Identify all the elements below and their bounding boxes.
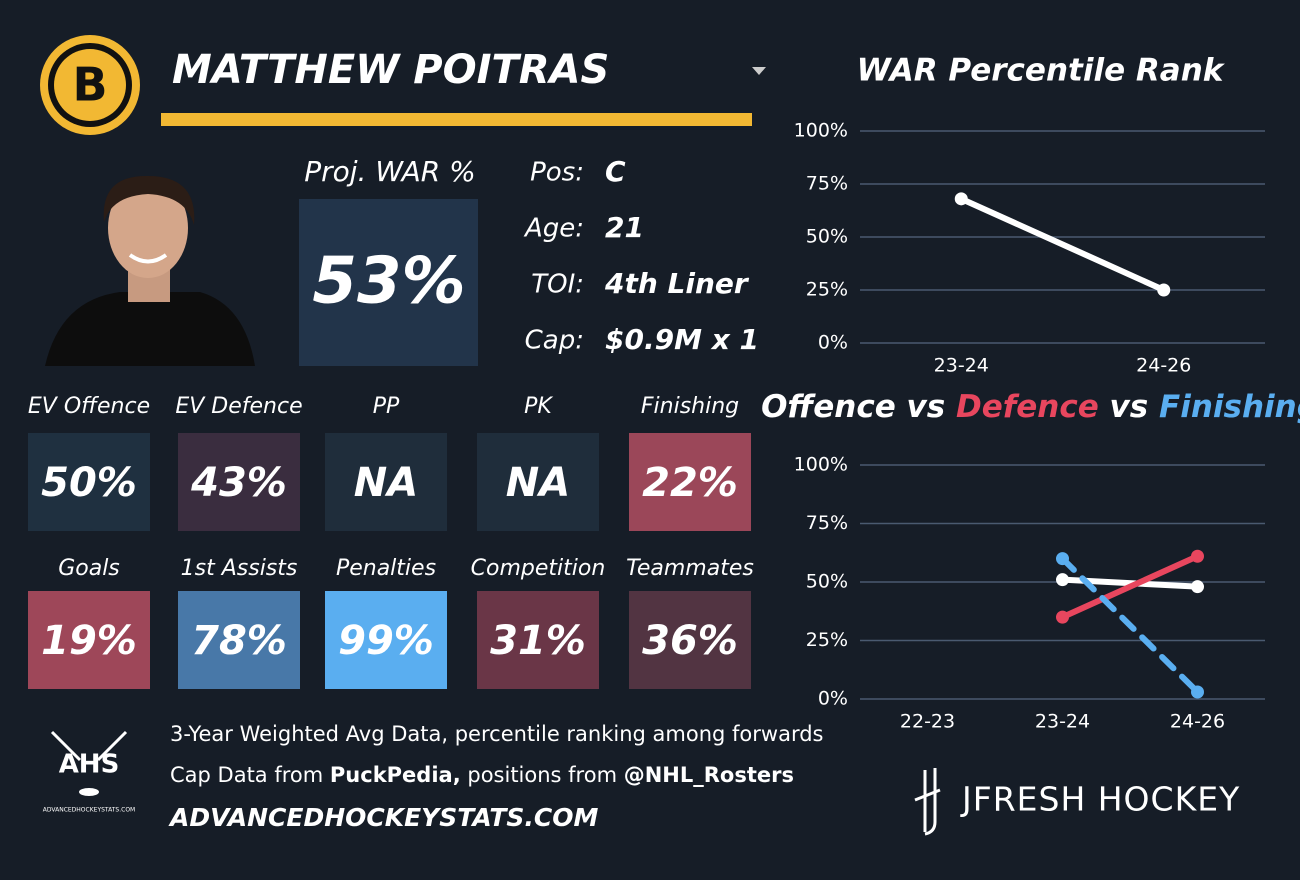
- info-value: $0.9M x 1: [605, 323, 759, 356]
- tile-value: 50%: [41, 460, 137, 506]
- x-tick-label: 24-26: [1170, 711, 1225, 733]
- legend-entry: Offence: [761, 389, 896, 425]
- tile: [178, 433, 300, 531]
- tile-label: EV Offence: [28, 394, 150, 419]
- y-tick-label: 50%: [806, 571, 848, 593]
- projection-value: 53%: [312, 245, 465, 319]
- tile-label: Penalties: [336, 556, 436, 581]
- footer-sources: Cap Data from PuckPedia, positions from …: [170, 763, 794, 787]
- tile-value: 22%: [642, 460, 738, 506]
- tile: [325, 591, 447, 689]
- tile: [629, 433, 751, 531]
- y-tick-label: 25%: [806, 629, 848, 651]
- tile-value: NA: [354, 460, 418, 506]
- ahs-logo-caption: ADVANCEDHOCKEYSTATS.COM: [43, 807, 135, 814]
- footer-site: ADVANCEDHOCKEYSTATS.COM: [168, 803, 599, 832]
- point: [1191, 685, 1204, 699]
- tile-label: Goals: [58, 556, 120, 581]
- tile-label: Finishing: [641, 394, 739, 419]
- y-tick-label: 0%: [818, 332, 848, 354]
- tile-value: 36%: [642, 618, 738, 664]
- point: [1056, 552, 1069, 566]
- legend-separator: [945, 389, 956, 425]
- player-photo: [45, 175, 255, 366]
- projection-label: Proj. WAR %: [304, 155, 476, 188]
- team-logo-letter: B: [72, 58, 107, 112]
- tile: [477, 433, 599, 531]
- info-value: 4th Liner: [604, 267, 750, 300]
- legend-entry: Finishing: [1159, 389, 1300, 425]
- chart-legend-title: Offence vs Defence vs Finishing: [761, 389, 1300, 425]
- legend-separator: vs: [907, 389, 946, 425]
- legend-separator: [896, 389, 907, 425]
- tile-label: PK: [524, 394, 553, 419]
- tile-value: 43%: [190, 460, 287, 506]
- legend-separator: vs: [1110, 389, 1149, 425]
- point: [1056, 573, 1069, 587]
- info-value: 21: [605, 211, 644, 244]
- tile-value: 78%: [191, 618, 287, 664]
- tile-value: NA: [506, 460, 570, 506]
- tile-label: Competition: [471, 556, 606, 581]
- ahs-logo: AHS ADVANCEDHOCKEYSTATS.COM: [43, 730, 135, 814]
- info-label: Cap:: [525, 326, 584, 356]
- source-part: positions from: [461, 763, 624, 787]
- team-logo-inner: [54, 49, 126, 121]
- tile-label: 1st Assists: [181, 556, 298, 581]
- info-label: Pos:: [530, 158, 584, 188]
- info-label: Age:: [523, 214, 584, 244]
- tile-value: 31%: [490, 618, 586, 664]
- y-tick-label: 75%: [806, 173, 848, 195]
- point: [1157, 283, 1171, 297]
- x-tick-label: 24-26: [1136, 355, 1191, 377]
- point: [1191, 549, 1204, 563]
- y-tick-label: 0%: [818, 688, 848, 710]
- legend-separator: [1099, 389, 1110, 425]
- source-part: @NHL_Rosters: [624, 763, 794, 787]
- dropdown-arrow[interactable]: [752, 67, 766, 75]
- series-line: [958, 195, 1167, 293]
- point: [1056, 610, 1069, 624]
- legend-separator: [1148, 389, 1159, 425]
- y-tick-label: 100%: [794, 454, 848, 476]
- y-tick-label: 25%: [806, 279, 848, 301]
- series-line: [1059, 553, 1201, 621]
- tile-value: 19%: [41, 618, 137, 664]
- y-tick-label: 75%: [806, 512, 848, 534]
- name-underline: [161, 113, 752, 126]
- x-tick-label: 23-24: [934, 355, 989, 377]
- point: [1191, 580, 1204, 594]
- tile: [178, 591, 300, 689]
- series-line: [1059, 555, 1201, 695]
- tile-label: Teammates: [626, 556, 754, 581]
- footer-note: 3-Year Weighted Avg Data, percentile ran…: [170, 722, 824, 746]
- y-tick-label: 50%: [806, 226, 848, 248]
- tile: [28, 433, 150, 531]
- tile: [28, 591, 150, 689]
- tile: [325, 433, 447, 531]
- tile-label: PP: [373, 394, 400, 419]
- info-label: TOI:: [531, 270, 584, 300]
- brand-logo: [914, 768, 941, 836]
- x-tick-label: 23-24: [1035, 711, 1090, 733]
- chart-title: WAR Percentile Rank: [857, 53, 1226, 89]
- ahs-logo-text: AHS: [59, 750, 120, 780]
- player-name: MATTHEW POITRAS: [172, 47, 609, 93]
- info-value: C: [605, 155, 626, 188]
- point: [954, 192, 968, 206]
- source-part: PuckPedia,: [330, 763, 461, 787]
- source-part: Cap Data from: [170, 763, 330, 787]
- brand-name: JFRESH HOCKEY: [960, 780, 1240, 819]
- tile-label: EV Defence: [175, 394, 302, 419]
- tile: [629, 591, 751, 689]
- tile: [477, 591, 599, 689]
- legend-entry: Defence: [956, 389, 1099, 425]
- projection-box: [299, 199, 478, 366]
- x-tick-label: 22-23: [900, 711, 955, 733]
- tile-value: 99%: [338, 618, 434, 664]
- y-tick-label: 100%: [794, 120, 848, 142]
